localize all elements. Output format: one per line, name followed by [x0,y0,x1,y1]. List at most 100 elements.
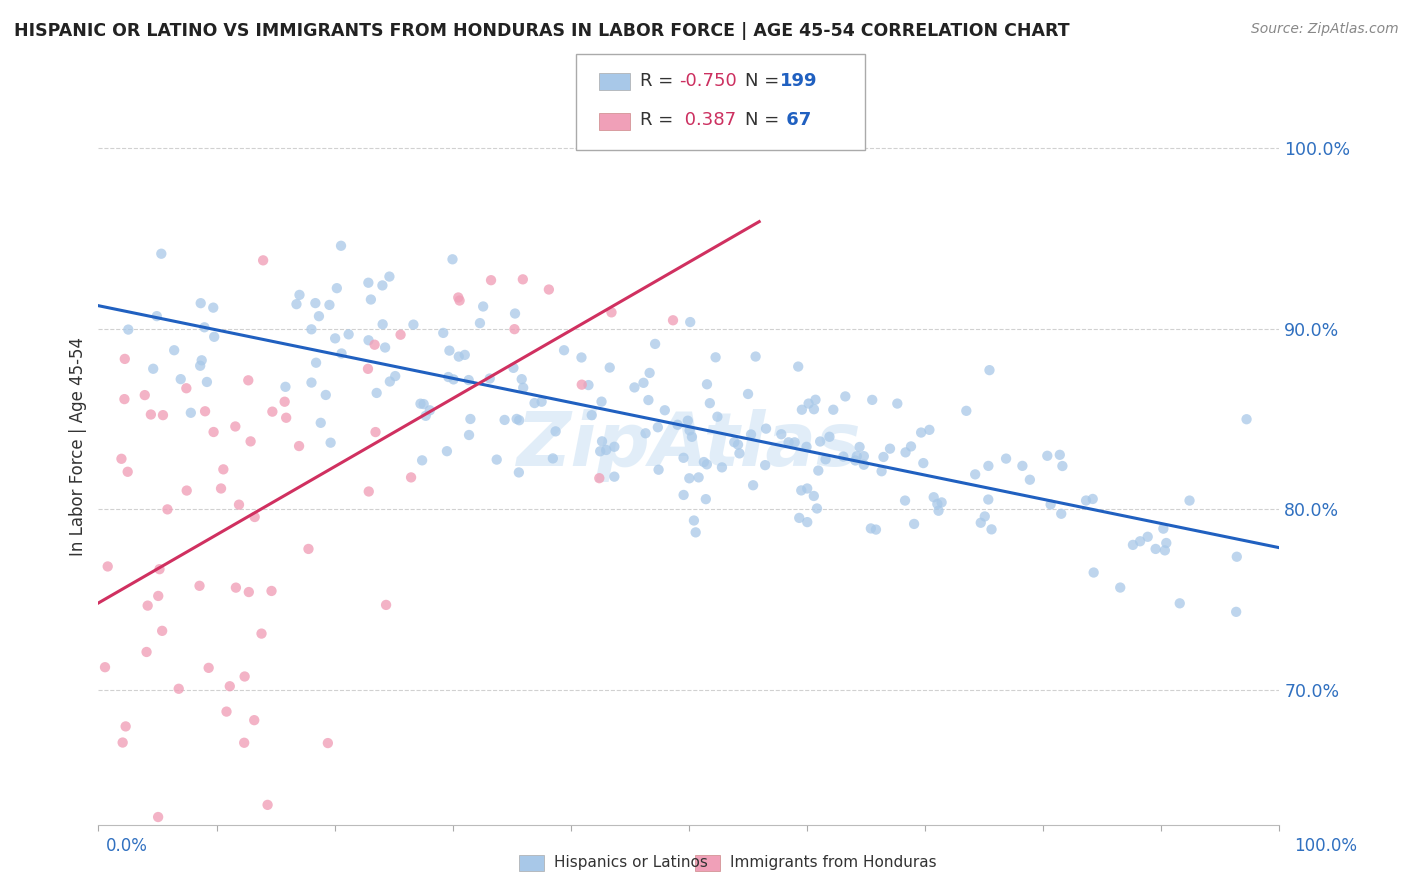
Point [304,296,326,310]
Point [97,559,120,574]
Point [479,273,502,287]
Point [723,435,745,450]
Point [922,490,945,504]
Point [903,516,925,531]
Point [276,410,298,425]
Point [150,246,173,260]
Point [117,465,139,479]
Point [357,484,380,499]
Point [634,426,657,441]
Point [202,425,225,439]
Point [441,252,464,267]
Point [212,462,235,476]
Point [695,492,717,507]
Point [301,322,323,336]
Point [1109,581,1132,595]
Point [910,425,932,440]
Point [150,624,173,638]
Point [378,269,401,284]
Point [918,423,941,437]
Point [163,343,186,358]
Point [308,309,330,323]
Point [603,469,626,483]
Point [218,679,240,693]
Point [591,394,613,409]
Point [823,402,845,417]
Point [114,351,136,366]
Point [318,298,340,312]
Point [1083,566,1105,580]
Point [672,488,695,502]
Point [337,327,360,342]
Point [1039,498,1062,512]
Text: 67: 67 [780,112,811,129]
Point [886,396,908,410]
Point [633,376,655,390]
Point [512,381,534,395]
Point [654,403,676,417]
Point [485,452,508,467]
Text: 199: 199 [780,72,818,90]
Point [860,392,883,407]
Point [544,425,567,439]
Text: 100.0%: 100.0% [1294,837,1357,855]
Point [672,450,695,465]
Point [848,440,870,454]
Text: R =: R = [640,72,673,90]
Point [790,483,813,498]
Point [806,501,828,516]
Point [117,322,139,336]
Point [1144,541,1167,556]
Point [371,278,394,293]
Point [787,359,810,374]
Point [696,458,718,472]
Point [371,318,394,332]
Point [977,458,1000,473]
Point [1050,507,1073,521]
Point [804,392,827,407]
Point [685,525,707,540]
Point [301,376,323,390]
Text: -0.750: -0.750 [679,72,737,90]
Point [330,346,353,360]
Point [136,599,159,613]
Point [190,296,212,310]
Text: 0.387: 0.387 [679,112,737,129]
Point [870,464,893,478]
Point [638,366,661,380]
Point [502,360,524,375]
Point [754,458,776,472]
Y-axis label: In Labor Force | Age 45-54: In Labor Force | Age 45-54 [69,336,87,556]
Point [419,403,441,417]
Point [755,422,778,436]
Point [508,466,530,480]
Point [305,356,328,370]
Point [744,350,766,364]
Point [662,313,685,327]
Text: Hispanics or Latinos: Hispanics or Latinos [554,855,707,870]
Point [437,370,460,384]
Point [402,318,425,332]
Point [727,437,749,451]
Point [927,497,949,511]
Point [309,416,332,430]
Point [704,351,727,365]
Point [134,388,156,402]
Point [436,444,458,458]
Point [193,320,215,334]
Point [233,669,256,683]
Point [260,584,283,599]
Point [188,579,211,593]
Point [778,435,800,450]
Point [285,297,308,311]
Point [970,516,993,530]
Point [865,523,887,537]
Point [194,404,217,418]
Point [912,456,935,470]
Point [973,509,995,524]
Point [814,452,837,467]
Point [681,430,703,444]
Point [112,392,135,406]
Point [146,309,169,323]
Point [472,300,495,314]
